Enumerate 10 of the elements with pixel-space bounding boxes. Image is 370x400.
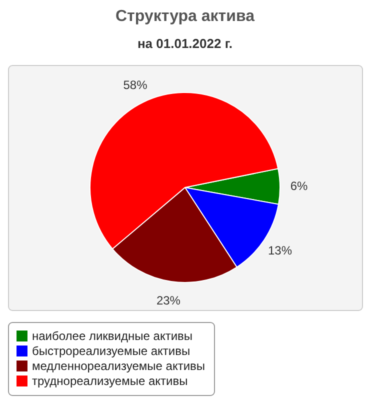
legend-label: быстрореализуемые активы bbox=[32, 344, 190, 358]
legend-label: труднореализуемые активы bbox=[32, 374, 188, 388]
chart-title: Структура актива bbox=[116, 8, 255, 25]
chart-subtitle: на 01.01.2022 г. bbox=[137, 36, 233, 51]
legend-label: наиболее ликвидные активы bbox=[32, 329, 193, 343]
legend-label: медленнореализуемые активы bbox=[32, 359, 206, 373]
data-label: 13% bbox=[268, 243, 292, 258]
data-label: 23% bbox=[156, 293, 181, 308]
data-label: 6% bbox=[290, 179, 308, 194]
data-label: 58% bbox=[123, 78, 148, 92]
